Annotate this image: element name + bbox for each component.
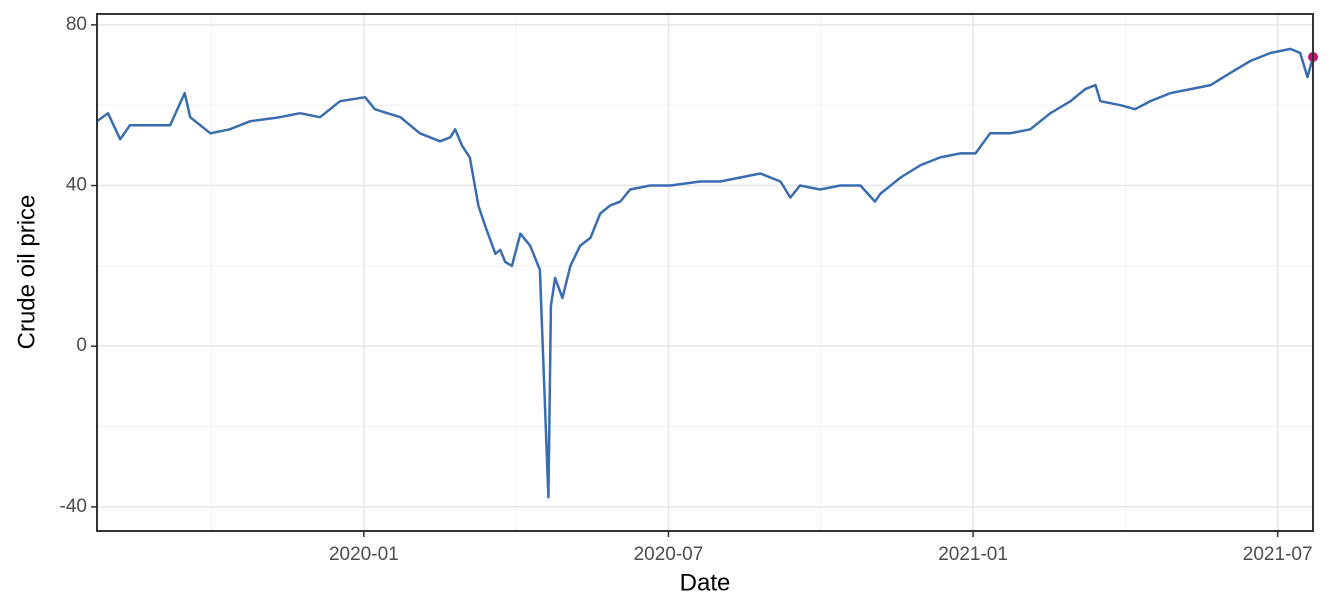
x-tick-label: 2021-07: [1243, 544, 1313, 565]
marks: [96, 47, 1318, 499]
y-axis-title: Crude oil price: [13, 195, 40, 350]
y-tick-label: 0: [76, 335, 87, 356]
x-tick-label: 2020-07: [634, 544, 704, 565]
plot-frame: [96, 13, 1314, 532]
grid: [97, 14, 1313, 531]
x-tick-label: 2021-01: [938, 544, 1008, 565]
price-line: [96, 47, 1315, 499]
y-tick-label: 80: [66, 14, 87, 35]
y-tick-label: -40: [60, 496, 87, 517]
x-axis-title: Date: [680, 569, 731, 596]
y-tick-label: 40: [66, 175, 87, 196]
x-tick-label: 2020-01: [329, 544, 399, 565]
